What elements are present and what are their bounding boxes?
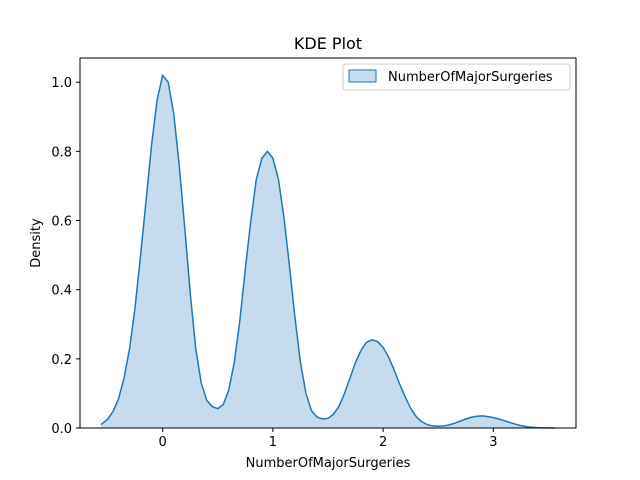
y-tick-label: 0.4 <box>51 284 72 299</box>
y-tick-label: 0.2 <box>51 353 72 368</box>
x-axis: 0 1 2 3 <box>159 428 497 450</box>
y-tick-label: 0.8 <box>51 145 72 160</box>
y-tick-label: 0.0 <box>51 422 72 437</box>
x-tick-label: 2 <box>379 435 387 450</box>
kde-line-0 <box>100 73 556 429</box>
y-tick-label: 0.6 <box>51 215 72 230</box>
x-tick-label: 0 <box>159 435 167 450</box>
x-tick-label: 3 <box>489 435 497 450</box>
chart-title: KDE Plot <box>294 34 362 53</box>
y-axis-label: Density <box>29 218 44 268</box>
legend: NumberOfMajorSurgeries <box>342 63 571 91</box>
x-tick-label: 1 <box>269 435 277 450</box>
plot-area <box>100 73 556 429</box>
legend-label: NumberOfMajorSurgeries <box>388 70 553 85</box>
y-axis: 0.0 0.2 0.4 0.6 0.8 1.0 <box>51 76 80 437</box>
kde-area-0 <box>100 75 556 428</box>
y-tick-label: 1.0 <box>51 76 72 91</box>
x-axis-label: NumberOfMajorSurgeries <box>246 456 411 471</box>
legend-box <box>342 63 571 91</box>
legend-swatch <box>348 69 377 83</box>
plot-frame <box>79 57 577 429</box>
